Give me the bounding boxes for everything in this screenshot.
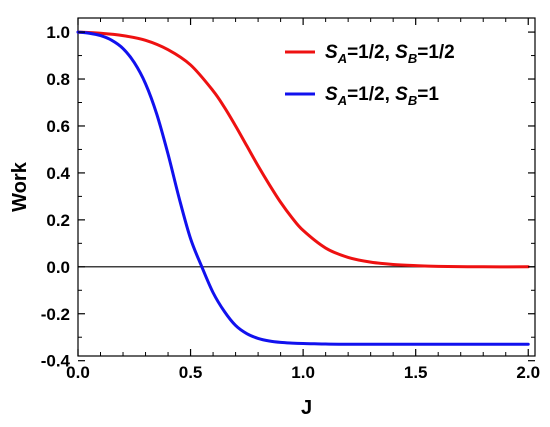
y-tick-label: 0.2 — [46, 211, 70, 230]
x-tick-label: 1.5 — [404, 363, 428, 382]
plot-border — [77, 17, 536, 357]
legend-label-1: SA=1/2, SB=1/2 — [325, 42, 455, 66]
series-line-1 — [76, 30, 530, 269]
y-tick-label: 0.6 — [46, 117, 70, 136]
series-layer — [76, 30, 530, 346]
x-tick-label: 2.0 — [516, 363, 540, 382]
x-axis-ticks: 0.0 0.5 1.0 1.5 2.0 — [66, 18, 540, 382]
y-axis-title: Work — [9, 161, 31, 212]
legend-label-2: SA=1/2, SB=1 — [325, 84, 439, 108]
y-tick-label: -0.2 — [41, 305, 70, 324]
y-tick-label: 0.8 — [46, 70, 70, 89]
x-axis-title: J — [301, 397, 312, 419]
x-tick-label: 1.0 — [291, 363, 315, 382]
plot-frame — [77, 17, 536, 357]
y-tick-label: 1.0 — [46, 23, 70, 42]
x-tick-label: 0.0 — [66, 363, 90, 382]
x-tick-label: 0.5 — [179, 363, 203, 382]
y-axis-ticks: -0.4 -0.2 0.0 0.2 0.4 0.6 0.8 1.0 — [41, 23, 535, 371]
series-line-2 — [76, 30, 530, 346]
y-tick-label: 0.4 — [46, 164, 70, 183]
y-tick-label: -0.4 — [41, 352, 71, 371]
y-tick-label: 0.0 — [46, 258, 70, 277]
legend: SA=1/2, SB=1/2 SA=1/2, SB=1 — [285, 42, 455, 108]
